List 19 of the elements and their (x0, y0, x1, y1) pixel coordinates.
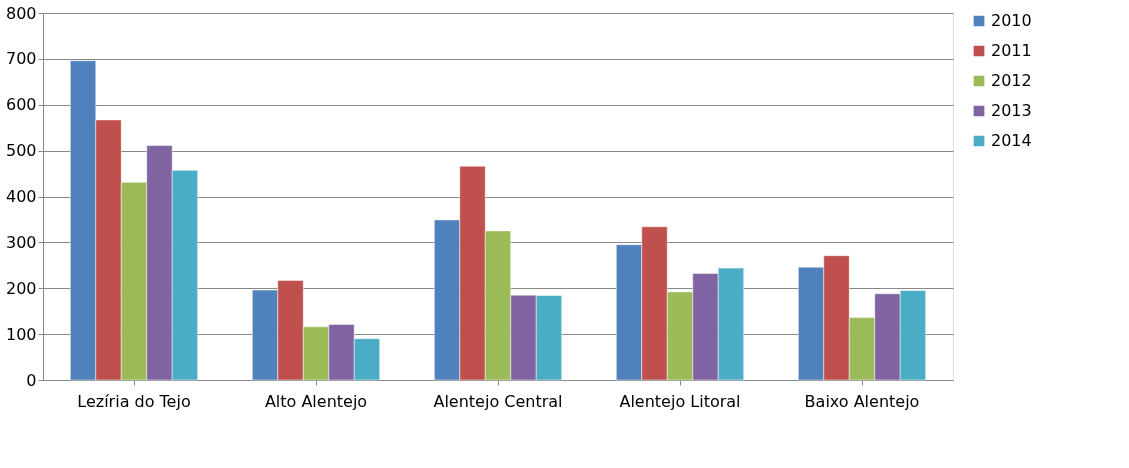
y-tick-label: 800 (5, 3, 37, 23)
x-tick-label: Alentejo Litoral (619, 391, 741, 411)
x-tick-label: Lezíria do Tejo (77, 391, 191, 411)
legend-label: 2014 (991, 131, 1032, 150)
y-tick-label: 400 (5, 187, 37, 206)
y-tick-label: 300 (5, 232, 37, 252)
legend-label: 2011 (991, 41, 1032, 60)
y-tick-label: 700 (5, 49, 37, 69)
x-tick-label: Alto Alentejo (264, 391, 368, 411)
x-tick-label: Baixo Alentejo (804, 391, 920, 411)
legend-label: 2012 (991, 71, 1032, 90)
legend-label: 2010 (991, 11, 1032, 30)
y-tick-label: 0 (26, 370, 37, 390)
y-tick-label: 600 (5, 95, 37, 115)
y-tick-label: 500 (5, 141, 37, 161)
y-tick-label: 200 (5, 278, 37, 298)
legend-label: 2013 (991, 101, 1032, 120)
y-tick-label: 100 (5, 324, 37, 344)
x-tick-label: Alentejo Central (433, 391, 563, 411)
